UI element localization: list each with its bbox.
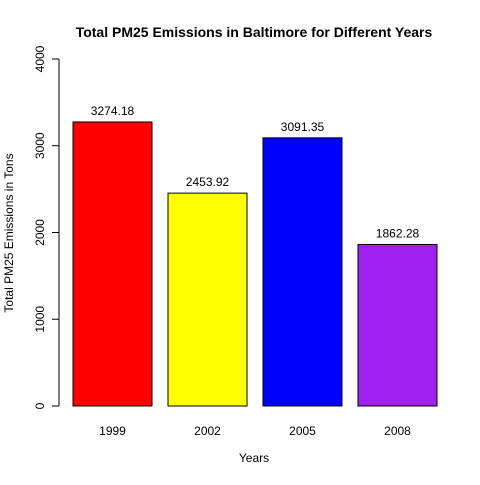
data-label-1999: 3274.18 — [91, 104, 135, 118]
x-tick-label: 2008 — [384, 424, 411, 438]
bar-2005 — [262, 137, 343, 407]
data-label-2002: 2453.92 — [186, 175, 230, 189]
y-tick-label: 3000 — [33, 132, 47, 159]
y-tick-label: 4000 — [33, 45, 47, 72]
x-axis-tick-labels: 1999 2002 2005 2008 — [99, 424, 411, 438]
data-label-2008: 1862.28 — [376, 226, 420, 240]
y-tick-label: 0 — [33, 402, 47, 409]
bars — [72, 121, 438, 407]
data-labels: 3274.18 2453.92 3091.35 1862.28 — [91, 104, 420, 240]
x-tick-label: 2005 — [289, 424, 316, 438]
bar-2008 — [357, 243, 438, 407]
bar-1999 — [72, 121, 153, 407]
x-tick-label: 2002 — [194, 424, 221, 438]
chart-title: Total PM25 Emissions in Baltimore for Di… — [76, 24, 433, 40]
y-axis: 0 1000 2000 3000 4000 — [33, 45, 60, 409]
x-axis-label: Years — [239, 451, 269, 465]
bar-2002 — [167, 192, 248, 407]
y-tick-label: 1000 — [33, 306, 47, 333]
data-label-2005: 3091.35 — [281, 120, 325, 134]
x-tick-label: 1999 — [99, 424, 126, 438]
y-tick-label: 2000 — [33, 219, 47, 246]
y-axis-label: Total PM25 Emissions in Tons — [2, 153, 16, 312]
